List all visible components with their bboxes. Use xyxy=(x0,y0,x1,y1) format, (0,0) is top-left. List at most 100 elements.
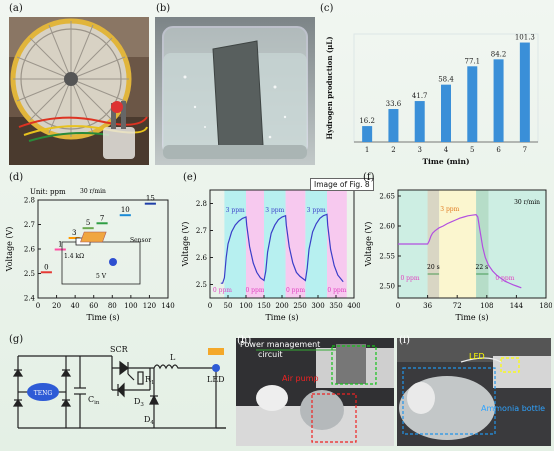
x-tick-label: 4 xyxy=(444,146,449,154)
led-chip xyxy=(208,348,224,355)
chart-c: 16.2 1 33.6 2 41.7 3 58.4 4 77.1 5 84.2 6 101.3 7 Time… xyxy=(325,33,539,166)
r1-label: R1 xyxy=(145,375,155,386)
x-tick-label: 250 xyxy=(293,302,306,310)
inset-sensor xyxy=(80,231,107,243)
y-axis-title: Voltage (V) xyxy=(364,222,373,268)
y-tick-label: 2.8 xyxy=(24,197,35,205)
ammonia-label: Ammonia bottle xyxy=(481,404,546,413)
level-label: 3 xyxy=(72,229,76,237)
x-tick-label: 150 xyxy=(257,302,270,310)
band-label: 3 ppm xyxy=(307,207,326,214)
led-label: LED xyxy=(207,375,225,384)
y-tick-label: 2.5 xyxy=(24,270,35,278)
circuit-g: TENG Cin SCR D3 R1 L D4 LED xyxy=(12,345,226,429)
x-tick-label: 0 xyxy=(396,302,400,310)
inset-voltage-label: 5 V xyxy=(96,273,107,280)
y-axis-title: Hydrogen production (μL) xyxy=(325,36,334,139)
x-tick-label: 40 xyxy=(71,302,80,310)
x-tick-label: 300 xyxy=(311,302,324,310)
inset-led xyxy=(109,258,117,266)
bar-5 xyxy=(467,66,478,142)
y-axis-title: Voltage (V) xyxy=(5,227,14,273)
x-axis-title: Time (s) xyxy=(86,313,119,322)
y-tick-label: 2.5 xyxy=(196,281,207,289)
photo-i-drawing xyxy=(397,338,551,446)
inductor-label: L xyxy=(170,353,176,362)
x-tick-label: 36 xyxy=(423,302,432,310)
bar-1 xyxy=(362,126,373,142)
pm-label: Power management circuit xyxy=(240,340,321,359)
y-tick-label: 2.60 xyxy=(379,223,395,231)
bar-6 xyxy=(493,59,504,142)
x-tick-label: 180 xyxy=(539,302,552,310)
band-3 xyxy=(285,190,306,298)
x-tick-label: 6 xyxy=(496,146,501,154)
panel-label-f: (f) xyxy=(363,172,375,183)
cin-label: Cin xyxy=(88,395,100,406)
band-0 xyxy=(224,190,246,298)
photo-b xyxy=(155,17,315,165)
chart-e: 3 ppm 0 ppm 3 ppm 0 ppm 3 ppm 0 ppm 0 ppm 0 50 10… xyxy=(181,189,360,322)
x-tick-label: 2 xyxy=(391,146,395,154)
band-2 xyxy=(264,190,286,298)
x-tick-label: 108 xyxy=(480,302,493,310)
speed-label: 30 r/min xyxy=(514,199,540,206)
bar-value-label: 101.3 xyxy=(515,34,535,42)
photo-h-drawing xyxy=(236,338,394,446)
x-tick-label: 7 xyxy=(523,146,527,154)
annotation-right: 0 ppm xyxy=(495,275,514,282)
teng-label: TENG xyxy=(34,390,53,397)
bar-value-label: 58.4 xyxy=(438,76,454,84)
panel-label-a: (a) xyxy=(9,3,23,14)
y-tick-label: 2.8 xyxy=(196,200,207,208)
level-label: 0 xyxy=(44,263,48,271)
circuit-d-unit: Unit: ppm xyxy=(30,188,66,196)
y-tick-label: 2.6 xyxy=(24,246,36,254)
x-tick-label: 0 xyxy=(208,302,212,310)
image-tooltip: Image of Fig. 8 xyxy=(310,178,374,191)
y-axis-title: Voltage (V) xyxy=(181,222,190,268)
x-tick-label: 20 xyxy=(52,302,61,310)
bar-value-label: 16.2 xyxy=(359,117,375,125)
inset-sensor-label: Sensor xyxy=(130,237,151,244)
level-label: 1 xyxy=(58,240,62,248)
annotation-mid: 3 ppm xyxy=(440,206,459,213)
bar-7 xyxy=(519,42,530,142)
x-tick-label: 144 xyxy=(510,302,524,310)
level-label: 7 xyxy=(100,214,104,222)
band-5 xyxy=(327,190,347,298)
circuit-d-speed: 30 r/min xyxy=(80,188,106,195)
x-tick-label: 100 xyxy=(124,302,137,310)
x-tick-label: 140 xyxy=(161,302,174,310)
led-photo-label: LED xyxy=(469,352,485,361)
level-label: 5 xyxy=(86,219,90,227)
band-label: 0 ppm xyxy=(327,287,346,294)
bar-4 xyxy=(441,84,451,142)
scr-label: SCR xyxy=(110,345,129,354)
teng-block xyxy=(27,383,59,401)
series-line xyxy=(398,213,522,289)
photo-i: LED Ammonia bottle xyxy=(397,338,551,446)
band-label: 0 ppm xyxy=(245,287,264,294)
fall-label: 22 s xyxy=(476,264,489,271)
panel-label-h: (h) xyxy=(237,335,252,346)
band-label: 3 ppm xyxy=(226,207,245,214)
x-axis-title: Time (s) xyxy=(455,313,488,322)
y-tick-label: 2.7 xyxy=(196,227,207,235)
band-label: 0 ppm xyxy=(286,287,305,294)
bar-value-label: 84.2 xyxy=(491,50,507,58)
x-axis-title: Time (s) xyxy=(265,313,298,322)
level-label: 10 xyxy=(121,206,130,214)
bar-3 xyxy=(414,101,425,142)
x-axis-title: Time (min) xyxy=(422,157,469,166)
bar-value-label: 33.6 xyxy=(386,100,402,108)
x-tick-label: 200 xyxy=(275,302,288,310)
x-tick-label: 400 xyxy=(347,302,360,310)
x-tick-label: 50 xyxy=(224,302,233,310)
x-tick-label: 100 xyxy=(239,302,252,310)
band-label: 3 ppm xyxy=(265,207,284,214)
series-line xyxy=(220,213,344,284)
y-tick-label: 2.4 xyxy=(24,295,36,303)
